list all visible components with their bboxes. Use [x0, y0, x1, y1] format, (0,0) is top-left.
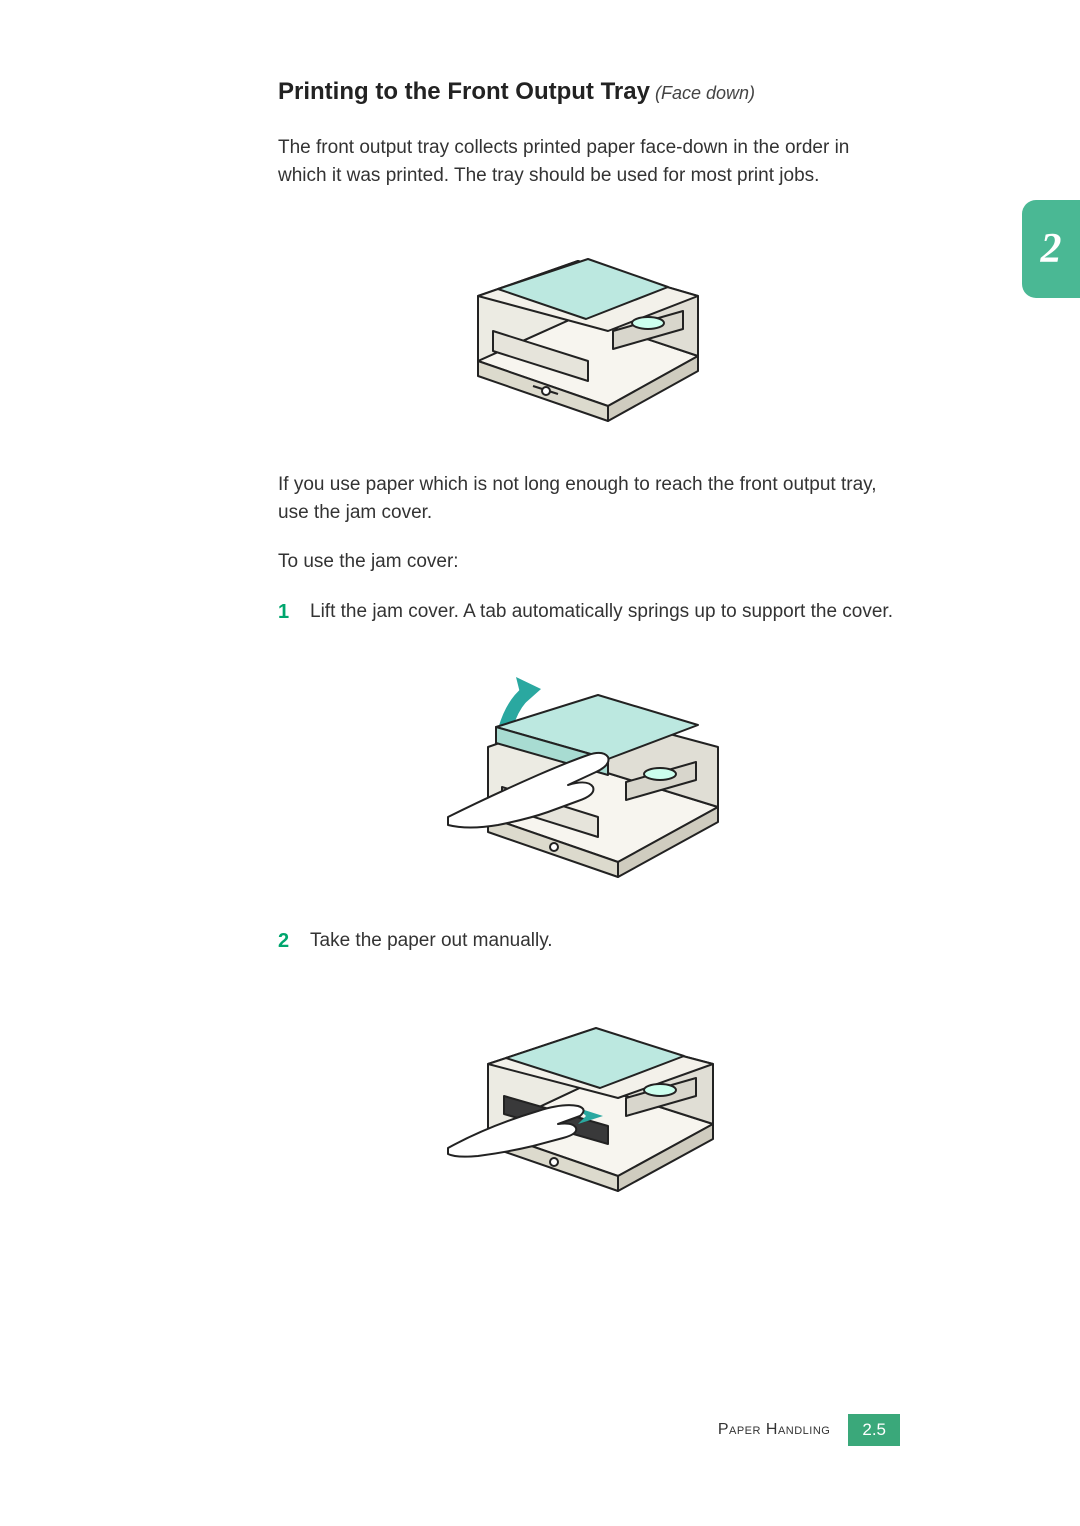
intro-paragraph: The front output tray collects printed p… — [278, 134, 898, 189]
step-2-text: Take the paper out manually. — [310, 927, 898, 956]
heading-subtitle: (Face down) — [650, 83, 755, 103]
page-footer: Paper Handling 2.5 — [718, 1414, 900, 1446]
lead-in: To use the jam cover: — [278, 548, 898, 576]
printer-illustration-2 — [428, 647, 748, 892]
step-1: 1 Lift the jam cover. A tab automaticall… — [278, 598, 898, 627]
figure-1-wrap — [278, 211, 898, 441]
step-2-number: 2 — [278, 927, 296, 956]
heading-title: Printing to the Front Output Tray — [278, 78, 650, 105]
footer-page-badge: 2.5 — [848, 1414, 900, 1446]
section-heading: Printing to the Front Output Tray (Face … — [278, 78, 898, 106]
chapter-number: 2 — [1041, 225, 1062, 273]
page-content: Printing to the Front Output Tray (Face … — [278, 78, 898, 1236]
step-1-text: Lift the jam cover. A tab automatically … — [310, 598, 898, 627]
chapter-tab: 2 — [1022, 200, 1080, 298]
printer-illustration-3 — [438, 976, 738, 1201]
mid-paragraph: If you use paper which is not long enoug… — [278, 471, 898, 526]
printer-illustration-1 — [438, 211, 738, 436]
figure-2-wrap — [278, 647, 898, 897]
footer-section-label: Paper Handling — [718, 1421, 831, 1439]
figure-3-wrap — [278, 976, 898, 1206]
step-2: 2 Take the paper out manually. — [278, 927, 898, 956]
step-1-number: 1 — [278, 598, 296, 627]
